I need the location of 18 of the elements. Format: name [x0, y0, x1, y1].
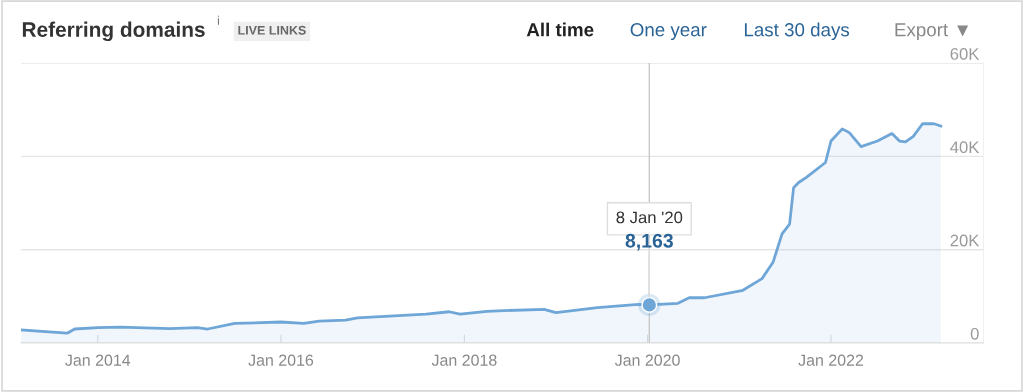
y-tick-label: 20K: [950, 234, 980, 247]
x-tick-label: Jan 2014: [65, 354, 131, 366]
text: LIVE LINKS: [238, 25, 306, 35]
annotation: 8,163: [625, 233, 673, 251]
chart-title: Referring domains: [22, 21, 205, 42]
text: All time: [526, 22, 594, 37]
y-tick-label: 40K: [950, 141, 980, 154]
y-tick-label: 60K: [950, 48, 980, 60]
y-tick-label: 0: [970, 327, 979, 340]
text: Export ▼: [895, 23, 969, 41]
x-tick-label: Jan 2022: [798, 354, 864, 366]
x-tick-label: Jan 2016: [248, 354, 314, 366]
text: i: [217, 15, 220, 25]
x-tick-label: Jan 2018: [431, 354, 497, 366]
text: One year: [630, 23, 707, 41]
x-tick-label: Jan 2020: [614, 354, 680, 366]
text: Last 30 days: [744, 22, 850, 41]
annotation: 8 Jan '20: [616, 211, 683, 224]
